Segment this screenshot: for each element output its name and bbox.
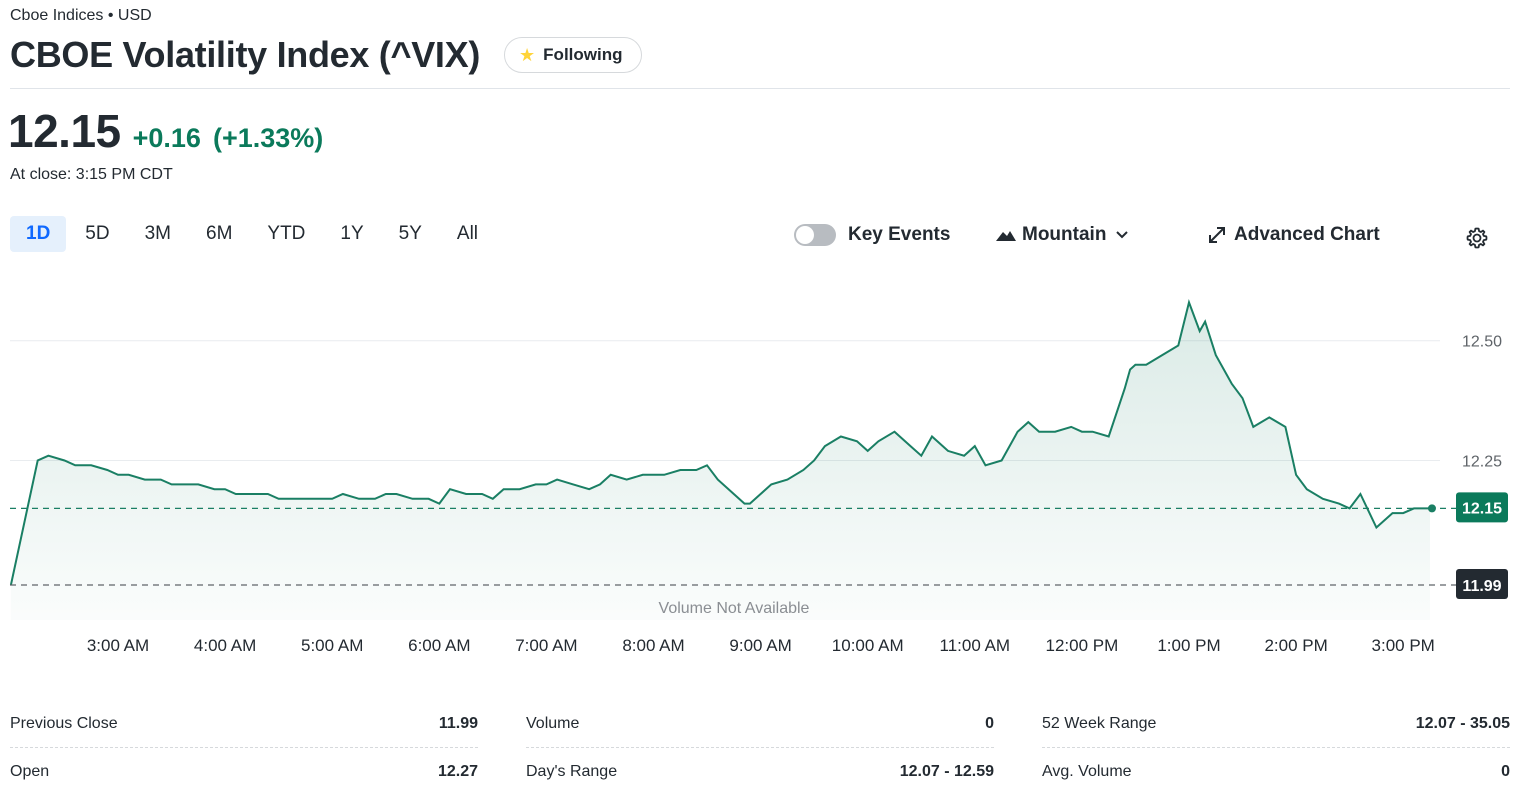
stat-label: 52 Week Range [1042,714,1157,732]
chart-area-fill [10,302,1430,620]
x-tick-label: 10:00 AM [832,636,904,655]
page-title: CBOE Volatility Index (^VIX) [10,34,481,75]
stat-row: 52 Week Range 12.07 - 35.05 [1042,700,1510,748]
quote-row: 12.15 +0.16 (+1.33%) [8,104,323,158]
stat-label: Volume [526,714,580,732]
tab-5d[interactable]: 5D [85,223,110,244]
previous-close-badge-text: 11.99 [1462,578,1501,595]
stats-column-3: 52 Week Range 12.07 - 35.05 Avg. Volume … [1042,700,1510,794]
header-divider [10,88,1510,89]
advanced-chart-button[interactable]: Advanced Chart [1208,224,1380,246]
tab-all[interactable]: All [456,223,479,244]
title-row: CBOE Volatility Index (^VIX) ★ Following [10,34,642,76]
stat-row: Avg. Volume 0 [1042,748,1510,794]
key-events-toggle[interactable] [794,224,836,246]
mountain-icon [996,231,1016,241]
tab-ytd[interactable]: YTD [267,223,306,244]
advanced-chart-label: Advanced Chart [1234,224,1380,245]
x-tick-label: 7:00 AM [515,636,577,655]
timeframe-tabs: 1D 5D 3M 6M YTD 1Y 5Y All [10,216,497,252]
y-tick-label: 12.50 [1462,334,1502,351]
price-change: +0.16 [132,123,201,153]
stat-label: Previous Close [10,714,118,732]
volume-note: Volume Not Available [659,600,810,617]
current-price: 12.15 [8,105,121,157]
x-tick-label: 3:00 PM [1372,636,1435,655]
chart-price-line [9,299,1430,586]
tab-1y[interactable]: 1Y [340,223,364,244]
chevron-down-icon [1116,231,1129,239]
stat-label: Day's Range [526,763,618,780]
stat-value: 0 [1501,763,1510,780]
toggle-knob [796,226,814,244]
y-tick-label: 12.25 [1462,453,1502,470]
key-events-toggle-group: Key Events [794,224,950,246]
x-tick-label: 5:00 AM [301,636,363,655]
current-price-badge-text: 12.15 [1462,500,1502,517]
price-chart[interactable]: 12.25 12.50 3:00 AM 4:00 AM 5:00 AM 6:00 AM 7… [0,270,1516,670]
close-time: At close: 3:15 PM CDT [10,166,173,183]
stat-row: Volume 0 [526,700,994,748]
gear-icon[interactable] [1465,226,1489,250]
stats-column-1: Previous Close 11.99 Open 12.27 [10,700,478,794]
exchange-info: Cboe Indices • USD [10,7,152,24]
tab-5y[interactable]: 5Y [398,223,422,244]
x-tick-label: 9:00 AM [729,636,791,655]
x-tick-label: 8:00 AM [622,636,684,655]
x-tick-label: 1:00 PM [1157,636,1220,655]
tab-1d[interactable]: 1D [10,216,67,252]
stat-row: Day's Range 12.07 - 12.59 [526,748,994,794]
chart-type-dropdown[interactable]: Mountain [996,224,1129,246]
chart-type-label: Mountain [1022,224,1107,245]
previous-close-badge: 11.99 [1456,569,1508,599]
x-tick-label: 11:00 AM [940,636,1011,655]
stat-label: Open [10,763,50,780]
x-tick-label: 6:00 AM [408,636,470,655]
stat-row: Previous Close 11.99 [10,700,478,748]
x-tick-label: 12:00 PM [1046,636,1119,655]
price-change-percent: (+1.33%) [212,123,324,153]
stats-column-2: Volume 0 Day's Range 12.07 - 12.59 [526,700,994,794]
stat-row: Open 12.27 [10,748,478,794]
tab-6m[interactable]: 6M [206,223,233,244]
key-events-label: Key Events [848,224,951,245]
x-tick-label: 2:00 PM [1264,636,1327,655]
current-price-badge: 12.15 [1456,492,1508,523]
star-icon: ★ [519,44,536,65]
stat-value: 12.27 [437,763,478,780]
following-label: Following [543,45,623,64]
x-tick-label: 3:00 AM [87,636,149,655]
current-price-dot [1427,504,1436,513]
stat-value: 0 [985,714,994,732]
tab-3m[interactable]: 3M [144,223,171,244]
following-button[interactable]: ★ Following [504,37,642,73]
stat-label: Avg. Volume [1042,763,1132,780]
stat-value: 12.07 - 12.59 [899,763,994,780]
stat-value: 11.99 [438,714,478,732]
stat-value: 12.07 - 35.05 [1415,714,1510,732]
x-tick-label: 4:00 AM [194,636,256,655]
expand-icon [1209,227,1225,243]
